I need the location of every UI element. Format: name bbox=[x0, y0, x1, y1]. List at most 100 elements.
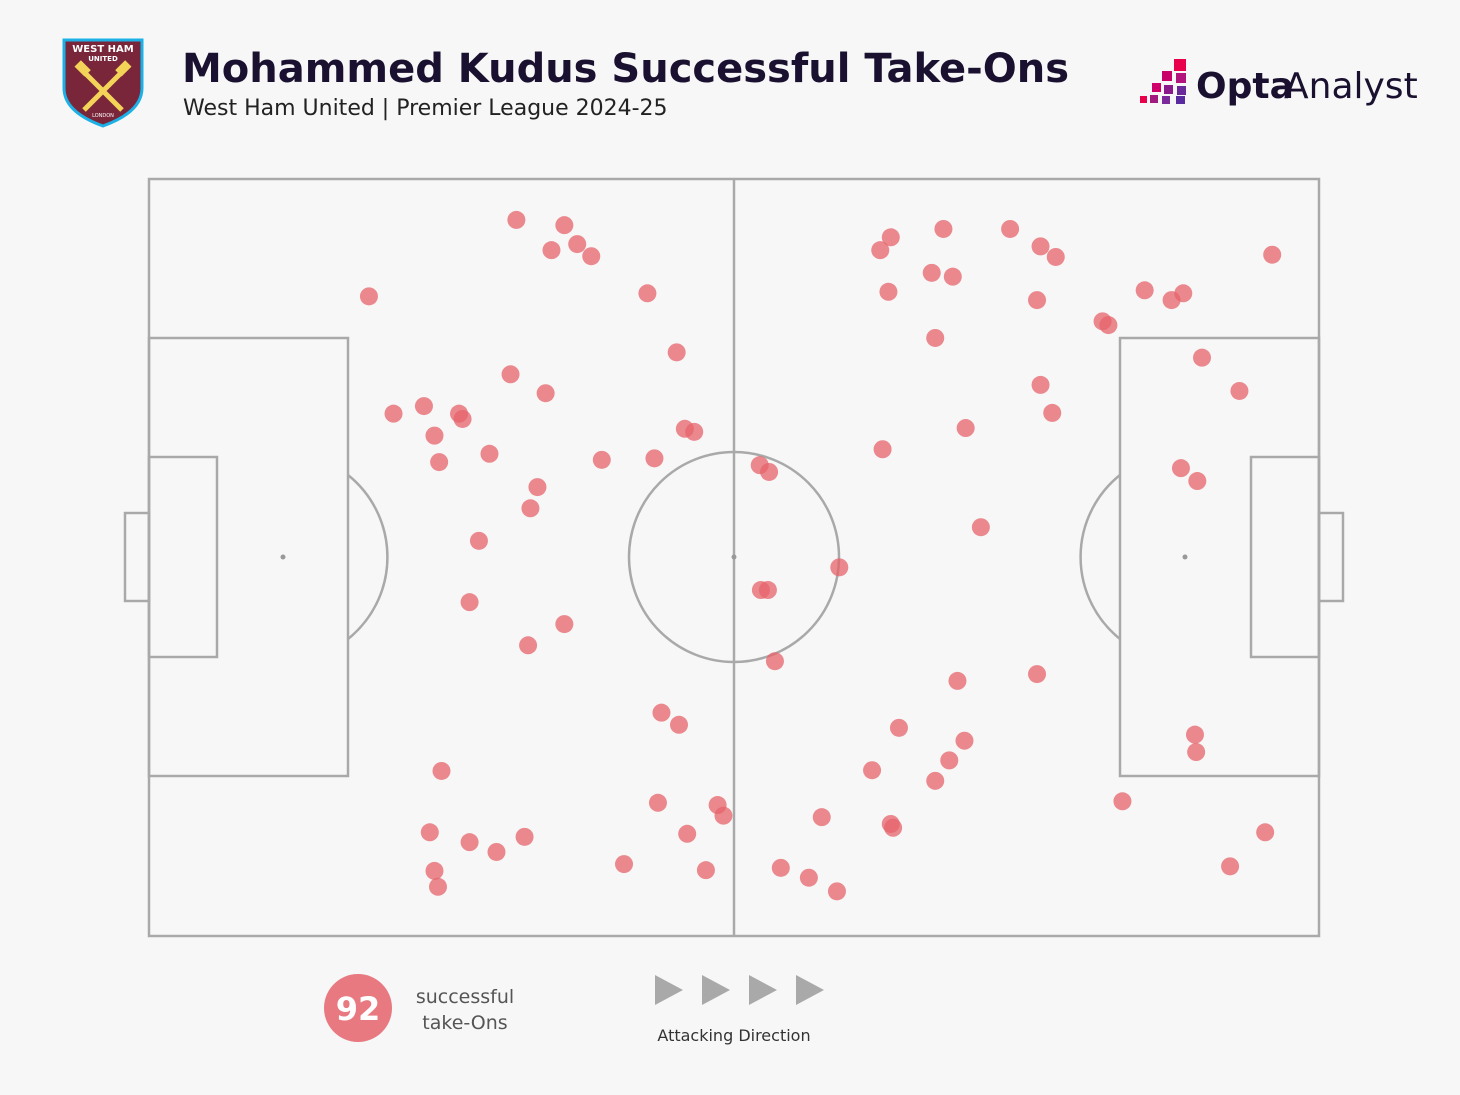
opta-logo: Opta Analyst bbox=[1140, 59, 1418, 107]
take-on-point bbox=[592, 450, 611, 469]
take-on-point bbox=[1028, 665, 1047, 684]
take-on-point bbox=[1221, 857, 1240, 876]
take-on-point bbox=[1046, 247, 1065, 266]
take-on-point bbox=[519, 636, 538, 655]
brand-text: Opta bbox=[1196, 66, 1294, 107]
take-on-point bbox=[515, 827, 534, 846]
take-on-point bbox=[555, 216, 574, 235]
take-on-point bbox=[428, 877, 447, 896]
take-on-point bbox=[1031, 237, 1050, 256]
take-on-point bbox=[414, 397, 433, 416]
take-on-point bbox=[827, 882, 846, 901]
take-on-point bbox=[555, 615, 574, 634]
take-on-point bbox=[760, 462, 779, 481]
take-on-point bbox=[956, 419, 975, 438]
take-on-point bbox=[568, 235, 587, 254]
take-on-point bbox=[384, 404, 403, 423]
take-on-point bbox=[480, 444, 499, 463]
take-on-point bbox=[758, 581, 777, 600]
take-on-point bbox=[955, 731, 974, 750]
take-on-point bbox=[420, 823, 439, 842]
points bbox=[359, 210, 1282, 901]
take-on-point bbox=[1043, 403, 1062, 422]
take-on-point bbox=[359, 287, 378, 306]
take-on-point bbox=[1031, 375, 1050, 394]
take-on-point bbox=[1135, 281, 1154, 300]
direction-arrows bbox=[655, 975, 824, 1005]
take-on-point bbox=[765, 652, 784, 671]
take-on-point bbox=[425, 426, 444, 445]
take-on-point bbox=[1256, 823, 1275, 842]
take-on-point bbox=[771, 858, 790, 877]
take-on-point bbox=[926, 328, 945, 347]
take-on-point bbox=[696, 861, 715, 880]
take-on-point bbox=[1193, 348, 1211, 367]
take-on-point bbox=[678, 824, 697, 843]
chart-subtitle: West Ham United | Premier League 2024-25 bbox=[183, 96, 668, 121]
take-on-point bbox=[1263, 245, 1282, 264]
take-on-point bbox=[528, 478, 547, 497]
take-on-point bbox=[1174, 284, 1193, 303]
take-on-point bbox=[685, 422, 704, 441]
take-on-point bbox=[638, 284, 657, 303]
brand-text: Analyst bbox=[1284, 66, 1418, 107]
total-label: successful bbox=[416, 986, 514, 1008]
take-on-point bbox=[652, 703, 671, 722]
take-on-point bbox=[1113, 792, 1132, 811]
take-on-point bbox=[670, 715, 689, 734]
take-on-point bbox=[971, 518, 990, 537]
legend-marker bbox=[324, 974, 392, 1042]
take-on-point bbox=[1185, 725, 1204, 744]
take-on-point bbox=[425, 861, 444, 880]
take-on-point bbox=[943, 267, 962, 286]
badge-text: WEST HAM bbox=[72, 44, 133, 55]
take-on-point bbox=[873, 440, 892, 459]
take-on-point bbox=[432, 761, 451, 780]
take-on-point bbox=[799, 868, 818, 887]
take-on-point bbox=[1171, 459, 1190, 478]
take-on-point bbox=[453, 409, 472, 428]
take-on-point bbox=[863, 761, 882, 780]
take-on-point bbox=[884, 818, 903, 837]
take-on-point bbox=[881, 228, 900, 247]
take-on-point bbox=[948, 671, 967, 690]
take-on-point bbox=[460, 593, 479, 612]
take-on-point bbox=[934, 219, 953, 238]
take-on-point bbox=[940, 751, 959, 770]
take-on-point bbox=[615, 855, 634, 874]
take-on-point bbox=[521, 499, 540, 518]
take-on-point bbox=[1028, 291, 1047, 310]
take-on-point bbox=[542, 241, 561, 260]
take-on-point bbox=[879, 282, 898, 301]
take-on-point bbox=[582, 247, 601, 266]
direction-label: Attacking Direction bbox=[657, 1026, 810, 1045]
take-on-point bbox=[430, 453, 449, 472]
take-on-point bbox=[830, 558, 849, 577]
take-on-point bbox=[469, 531, 488, 550]
badge: WEST HAM UNITED LONDON bbox=[62, 38, 144, 128]
take-on-point bbox=[536, 384, 555, 403]
take-on-point bbox=[926, 771, 945, 790]
take-on-point bbox=[714, 806, 733, 825]
badge-text: LONDON bbox=[92, 113, 114, 119]
take-on-point bbox=[645, 449, 664, 468]
take-on-point bbox=[667, 343, 686, 362]
take-on-point bbox=[922, 263, 941, 282]
take-on-point bbox=[507, 210, 526, 229]
badge-text: UNITED bbox=[88, 55, 118, 63]
take-on-point bbox=[1001, 219, 1020, 238]
pitch bbox=[123, 177, 1345, 938]
total-count: 92 bbox=[336, 990, 381, 1028]
chart-title: Mohammed Kudus Successful Take-Ons bbox=[182, 46, 1069, 92]
take-on-point bbox=[1230, 381, 1249, 400]
take-on-point bbox=[889, 718, 908, 737]
take-on-point bbox=[812, 808, 831, 827]
take-on-point bbox=[487, 842, 506, 861]
take-on-point bbox=[501, 365, 520, 384]
take-on-point bbox=[460, 833, 479, 852]
take-on-point bbox=[1188, 472, 1207, 491]
take-on-point bbox=[1099, 316, 1118, 335]
take-on-point bbox=[648, 793, 667, 812]
